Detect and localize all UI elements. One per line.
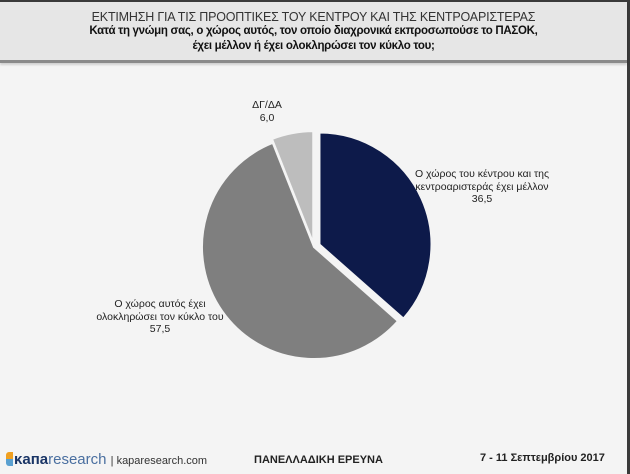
kapa-research-logo: κапаresearch | kaparesearch.com: [6, 451, 207, 468]
survey-label: ΠΑΝΕΛΛΑΔΙΚΗ ΕΡΕΥΝΑ: [254, 454, 383, 466]
question-line-1: Κατά τη γνώμη σας, ο χώρος αυτός, τον οπ…: [89, 25, 538, 37]
slice-name: Ο χώρος αυτός έχει ολοκληρώσει τον κύκλο…: [96, 298, 224, 323]
survey-date: 7 - 11 Σεπτεμβρίου 2017: [480, 452, 605, 464]
slice-value: 36,5: [471, 193, 493, 205]
slice-value: 57,5: [149, 323, 171, 335]
slice-name: Ο χώρος του κέντρου και της κεντροαριστε…: [414, 168, 550, 193]
chart-title: ΕΚΤΙΜΗΣΗ ΓΙΑ ΤΙΣ ΠΡΟΟΠΤΙΚΕΣ ΤΟΥ ΚΕΝΤΡΟΥ …: [91, 10, 536, 24]
website-link[interactable]: kaparesearch.com: [116, 455, 208, 467]
slice-label-dgda: ΔΓ/ΔΑ 6,0: [242, 99, 292, 124]
header: ΕΚΤΙΜΗΣΗ ΓΙΑ ΤΙΣ ΠΡΟΟΠΤΙΚΕΣ ΤΟΥ ΚΕΝΤΡΟΥ …: [0, 2, 627, 63]
slice-future: [318, 131, 433, 321]
slice-value: 6,0: [259, 111, 275, 124]
slice-dgda: [270, 130, 315, 244]
slice-completed: [201, 141, 400, 360]
slice-name: ΔΓ/ΔΑ: [252, 99, 282, 111]
question-line-2: έχει μέλλον ή έχει ολοκληρώσει τον κύκλο…: [192, 40, 435, 52]
slice-label-completed: Ο χώρος αυτός έχει ολοκληρώσει τον κύκλο…: [95, 298, 225, 336]
slice-label-future: Ο χώρος του κέντρου και της κεντροαριστε…: [412, 168, 552, 206]
logo-mark-icon: [6, 452, 13, 466]
